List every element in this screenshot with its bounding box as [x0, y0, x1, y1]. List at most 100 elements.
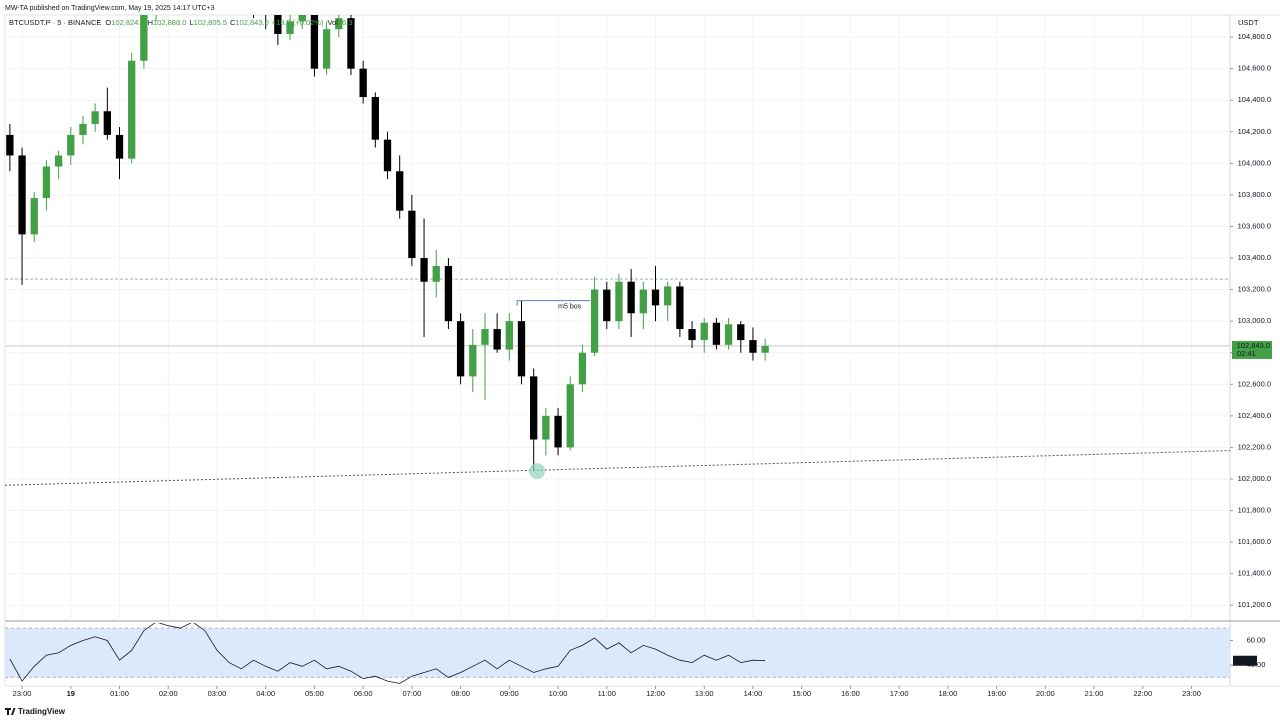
candle-body: [505, 321, 513, 350]
ohlc-label: C: [230, 18, 236, 27]
x-tick-label: 13:00: [695, 689, 714, 698]
candle-body: [18, 155, 26, 235]
candle-body: [469, 344, 477, 377]
candle-body: [128, 60, 136, 159]
candle-body: [749, 340, 757, 353]
price-pane: m5 bos: [5, 15, 1230, 621]
y-tick-label: 104,600.0: [1238, 64, 1271, 73]
x-tick-label: 16:00: [841, 689, 860, 698]
candle-body: [140, 15, 148, 61]
y-tick-label: 103,800.0: [1238, 190, 1271, 199]
candle-body: [432, 265, 440, 282]
candle-body: [420, 258, 428, 282]
rsi-pane: [5, 623, 1230, 684]
x-tick-label: 04:00: [256, 689, 275, 698]
x-tick-label: 03:00: [208, 689, 227, 698]
x-tick-label: 19: [67, 689, 75, 698]
candle-body: [700, 322, 708, 341]
x-tick-label: 14:00: [744, 689, 763, 698]
candle-body: [42, 166, 51, 199]
candle-body: [347, 18, 355, 69]
ohlc-value: 102,824.5: [111, 18, 144, 27]
candle-body: [676, 286, 684, 330]
last-price-label: 102,843.0: [1237, 341, 1270, 350]
brand: TradingView: [18, 707, 66, 716]
rsi-line: [9, 623, 766, 684]
candle-body: [286, 21, 294, 34]
x-tick-label: 02:00: [159, 689, 178, 698]
x-tick-label: 22:00: [1133, 689, 1152, 698]
rsi-band: [5, 628, 1230, 678]
candle-body: [542, 415, 550, 440]
candle-body: [590, 289, 599, 353]
x-tick-label: 23:00: [1182, 689, 1201, 698]
y-tick-label: 102,200.0: [1238, 442, 1271, 451]
candle-body: [371, 97, 379, 140]
legend: BTCUSDT.P · 5 · BINANCE O102,824.5 H102,88…: [9, 18, 353, 27]
candle-body: [6, 134, 14, 156]
candle-body: [383, 139, 392, 172]
last-price-box: [1232, 340, 1272, 359]
annotation-text: m5 bos: [558, 303, 581, 310]
ohlc-label: O: [105, 18, 111, 27]
candle-body: [651, 289, 660, 306]
candle-body: [688, 329, 696, 341]
x-tick-label: 17:00: [890, 689, 909, 698]
x-tick-label: 10:00: [549, 689, 568, 698]
candle-body: [615, 281, 623, 322]
y-tick-label: 103,200.0: [1238, 285, 1271, 294]
candle-body: [79, 123, 87, 135]
candle-body: [115, 134, 124, 159]
candle-body: [639, 289, 647, 314]
y-tick-label: 104,000.0: [1238, 158, 1271, 167]
x-tick-label: 01:00: [110, 689, 129, 698]
candle-body: [54, 155, 63, 167]
ohlc-value: 102,888.0: [153, 18, 186, 27]
rsi-last-box: [1233, 655, 1257, 666]
candle-body: [712, 322, 721, 345]
candle-body: [91, 111, 99, 124]
symbol: BTCUSDT.P · 5 · BINANCE: [9, 18, 101, 27]
candle-body: [517, 321, 526, 377]
candle-body: [396, 171, 404, 211]
y-tick-label: 101,600.0: [1238, 537, 1271, 546]
y-tick-label: 104,400.0: [1238, 95, 1271, 104]
candle-body: [724, 324, 733, 345]
x-tick-label: 18:00: [938, 689, 957, 698]
rsi-last-label: 43.52: [1236, 656, 1255, 665]
y-tick-label: 104,200.0: [1238, 127, 1271, 136]
candle-body: [67, 134, 75, 156]
y-tick-label: 101,800.0: [1238, 506, 1271, 515]
candle-body: [566, 384, 574, 448]
x-tick-label: 07:00: [402, 689, 421, 698]
marker: [529, 463, 546, 480]
y-tick-label: 102,400.0: [1238, 411, 1271, 420]
candle-body: [456, 321, 465, 377]
candle-body: [444, 265, 453, 322]
x-tick-label: 11:00: [598, 689, 616, 698]
candle-body: [578, 352, 587, 385]
ohlc-label: H: [148, 18, 153, 27]
candle-body: [408, 210, 416, 259]
volume-label: Vol: [327, 18, 338, 27]
candle-body: [481, 329, 489, 345]
x-tick-label: 20:00: [1036, 689, 1055, 698]
y-tick-label: 102,600.0: [1238, 379, 1271, 388]
x-tick-label: 09:00: [500, 689, 519, 698]
candle-body: [298, 15, 306, 22]
candle-body: [737, 324, 745, 341]
y-tick-label: 103,000.0: [1238, 316, 1271, 325]
y-tick-label: 101,200.0: [1238, 600, 1271, 609]
candle-body: [554, 415, 562, 448]
trendline: [5, 450, 1230, 486]
candle-body: [603, 289, 611, 322]
x-tick-label: 08:00: [451, 689, 470, 698]
y-tick-label: 60.00: [1247, 635, 1266, 644]
candle-body: [30, 198, 38, 235]
candle-body: [310, 15, 319, 69]
change: +18.5 (+0.02%): [272, 18, 324, 27]
x-tick-label: 19:00: [987, 689, 1006, 698]
x-tick-label: 06:00: [354, 689, 373, 698]
